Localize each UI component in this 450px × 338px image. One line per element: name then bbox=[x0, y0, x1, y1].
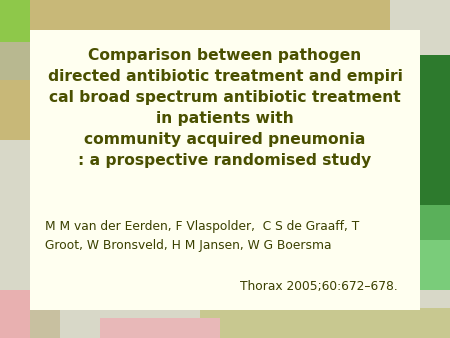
Text: Comparison between pathogen
directed antibiotic treatment and empiri
cal broad s: Comparison between pathogen directed ant… bbox=[48, 48, 402, 168]
Bar bbox=[390, 0, 450, 55]
Bar bbox=[0, 42, 42, 80]
Bar bbox=[30, 30, 420, 310]
Bar bbox=[420, 55, 450, 205]
Bar bbox=[30, 0, 450, 30]
Bar bbox=[30, 30, 420, 310]
Bar bbox=[420, 240, 450, 290]
Text: M M van der Eerden, F Vlaspolder,  C S de Graaff, T
Groot, W Bronsveld, H M Jans: M M van der Eerden, F Vlaspolder, C S de… bbox=[45, 220, 359, 252]
Bar bbox=[100, 318, 220, 338]
Text: Thorax 2005;60:672–678.: Thorax 2005;60:672–678. bbox=[240, 280, 398, 293]
Bar bbox=[0, 290, 30, 338]
Bar bbox=[30, 308, 60, 338]
Bar bbox=[0, 0, 55, 42]
Bar bbox=[420, 205, 450, 240]
Bar bbox=[200, 308, 450, 338]
Bar bbox=[0, 80, 30, 140]
Bar bbox=[30, 30, 420, 308]
